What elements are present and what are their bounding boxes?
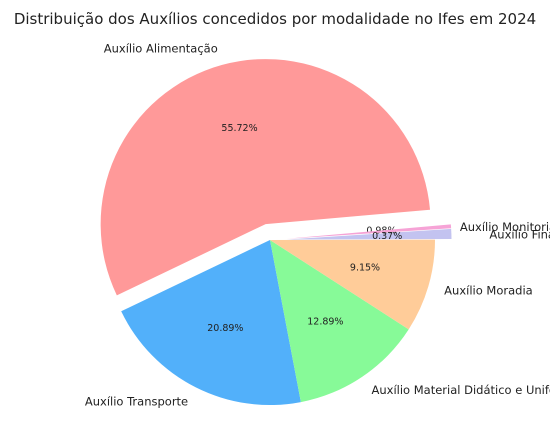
chart-title: Distribuição dos Auxílios concedidos por… bbox=[13, 10, 537, 28]
percent-label-2: 20.89% bbox=[207, 323, 243, 334]
slice-label-5: Auxílio Monitoria bbox=[460, 220, 550, 234]
pie-slice-5 bbox=[286, 228, 452, 240]
percent-label-1: 55.72% bbox=[221, 123, 257, 134]
slice-label-2: Auxílio Transporte bbox=[85, 394, 188, 408]
pie-slice-2 bbox=[121, 240, 301, 405]
percent-label-6: 0.37% bbox=[372, 231, 402, 242]
slice-label-3: Auxílio Material Didático e Uniforme bbox=[371, 383, 550, 397]
slice-label-1: Auxílio Alimentação bbox=[104, 42, 218, 56]
pie-slice-3 bbox=[270, 240, 409, 403]
percent-label-3: 12.89% bbox=[307, 317, 343, 328]
pie-slice-4 bbox=[270, 239, 436, 330]
percent-label-4: 9.15% bbox=[350, 262, 380, 273]
slice-label-4: Auxílio Moradia bbox=[444, 284, 533, 298]
slice-label-6: Auxílio Financeiro bbox=[489, 228, 550, 242]
pie-slice-6 bbox=[286, 224, 452, 239]
pie-slice-1 bbox=[100, 59, 431, 296]
